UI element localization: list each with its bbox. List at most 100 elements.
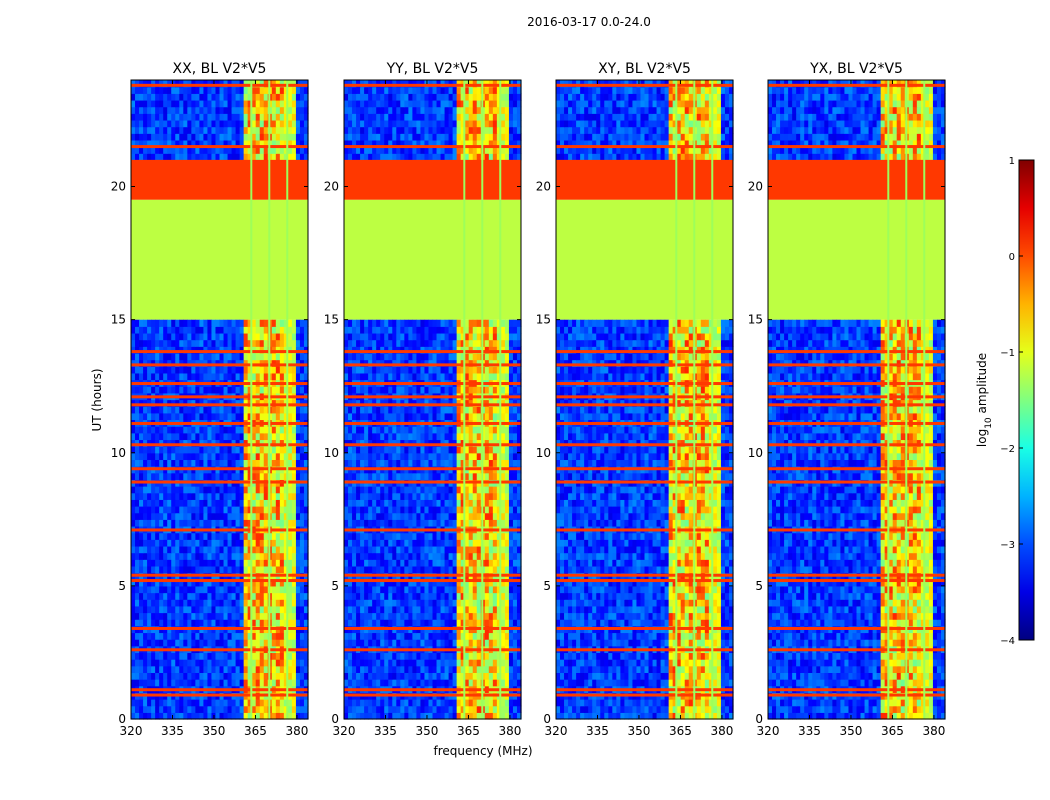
heatmap-cell xyxy=(299,699,305,707)
heatmap-cell xyxy=(283,339,289,347)
heatmap-cell xyxy=(179,106,184,114)
heatmap-cell xyxy=(416,545,422,554)
heatmap-cell xyxy=(175,552,180,560)
heatmap-cell xyxy=(215,339,221,347)
heatmap-cell xyxy=(199,459,205,467)
heatmap-cell xyxy=(235,592,241,600)
heatmap-cell xyxy=(147,619,152,627)
heatmap-cell xyxy=(131,426,136,434)
heatmap-cell xyxy=(155,632,160,640)
heatmap-cell xyxy=(380,699,385,707)
rfi-time-line xyxy=(131,528,308,532)
heatmap-cell xyxy=(287,126,293,134)
heatmap-cell xyxy=(400,486,405,494)
heatmap-cell xyxy=(135,652,140,660)
heatmap-cell xyxy=(159,559,164,567)
heatmap-cell xyxy=(143,332,148,341)
heatmap-cell xyxy=(231,139,237,148)
heatmap-cell xyxy=(151,612,156,620)
heatmap-cell xyxy=(364,605,369,614)
heatmap-cell xyxy=(191,439,196,447)
heatmap-cell xyxy=(291,499,297,507)
heatmap-cell xyxy=(452,519,458,527)
heatmap-cell xyxy=(219,359,225,367)
heatmap-cell xyxy=(299,492,305,500)
heatmap-cell xyxy=(211,339,217,347)
heatmap-cell xyxy=(159,359,164,367)
heatmap-cell xyxy=(404,705,409,713)
heatmap-cell xyxy=(243,86,249,94)
heatmap-cell xyxy=(259,80,265,88)
heatmap-cell xyxy=(235,705,241,713)
heatmap-cell xyxy=(203,486,209,494)
heatmap-cell xyxy=(303,699,309,707)
heatmap-cell xyxy=(295,592,301,600)
heatmap-cell xyxy=(219,539,225,547)
heatmap-cell xyxy=(239,319,245,327)
heatmap-cell xyxy=(195,332,200,341)
heatmap-cell xyxy=(159,612,164,620)
heatmap-cell xyxy=(420,506,426,514)
heatmap-cell xyxy=(203,399,209,407)
heatmap-cell xyxy=(147,93,152,101)
heatmap-cell xyxy=(207,712,213,720)
heatmap-cell xyxy=(187,106,192,114)
heatmap-cell xyxy=(239,672,245,680)
heatmap-cell xyxy=(299,592,305,600)
heatmap-cell xyxy=(139,153,144,161)
heatmap-cell xyxy=(432,499,438,507)
heatmap-cell xyxy=(155,619,160,627)
heatmap-cell xyxy=(432,506,438,514)
heatmap-cell xyxy=(183,679,188,687)
heatmap-cell xyxy=(400,699,405,707)
heatmap-cell xyxy=(468,679,474,687)
heatmap-cell xyxy=(432,519,438,527)
heatmap-cell xyxy=(175,499,180,507)
heatmap-cell xyxy=(360,532,365,540)
heatmap-cell xyxy=(167,612,172,620)
heatmap-cell xyxy=(131,639,136,647)
heatmap-cell xyxy=(416,559,422,567)
heatmap-cell xyxy=(299,512,305,520)
heatmap-cell xyxy=(183,93,188,101)
heatmap-cell xyxy=(356,512,361,520)
heatmap-cell xyxy=(239,599,245,607)
heatmap-cell xyxy=(215,372,221,381)
heatmap-cell xyxy=(488,539,494,547)
heatmap-cell xyxy=(303,619,309,627)
heatmap-cell xyxy=(428,545,434,554)
heatmap-cell xyxy=(295,712,301,720)
heatmap-cell xyxy=(500,545,506,554)
heatmap-cell xyxy=(428,499,434,507)
heatmap-cell xyxy=(159,472,164,480)
heatmap-cell xyxy=(131,559,136,567)
heatmap-cell xyxy=(183,86,188,94)
heatmap-cell xyxy=(247,346,253,354)
heatmap-cell xyxy=(207,665,213,674)
heatmap-cell xyxy=(171,592,176,600)
heatmap-cell xyxy=(408,486,413,494)
heatmap-cell xyxy=(299,712,305,720)
heatmap-cell xyxy=(356,506,361,514)
heatmap-cell xyxy=(155,699,160,707)
heatmap-cell xyxy=(247,632,253,640)
heatmap-cell xyxy=(203,153,209,161)
heatmap-cell xyxy=(291,446,297,454)
heatmap-cell xyxy=(271,452,277,461)
heatmap-cell xyxy=(243,679,249,687)
heatmap-cell xyxy=(464,672,470,680)
heatmap-cell xyxy=(235,519,241,527)
heatmap-cell xyxy=(191,699,196,707)
heatmap-cell xyxy=(376,552,381,560)
heatmap-cell xyxy=(352,679,357,687)
heatmap-cell xyxy=(219,672,225,680)
heatmap-cell xyxy=(428,659,434,667)
heatmap-cell xyxy=(432,652,438,660)
heatmap-cell xyxy=(444,492,450,500)
heatmap-cell xyxy=(147,599,152,607)
heatmap-cell xyxy=(472,579,478,587)
heatmap-cell xyxy=(263,106,269,114)
heatmap-cell xyxy=(392,492,397,500)
heatmap-cell xyxy=(516,712,522,720)
heatmap-cell xyxy=(279,612,285,620)
